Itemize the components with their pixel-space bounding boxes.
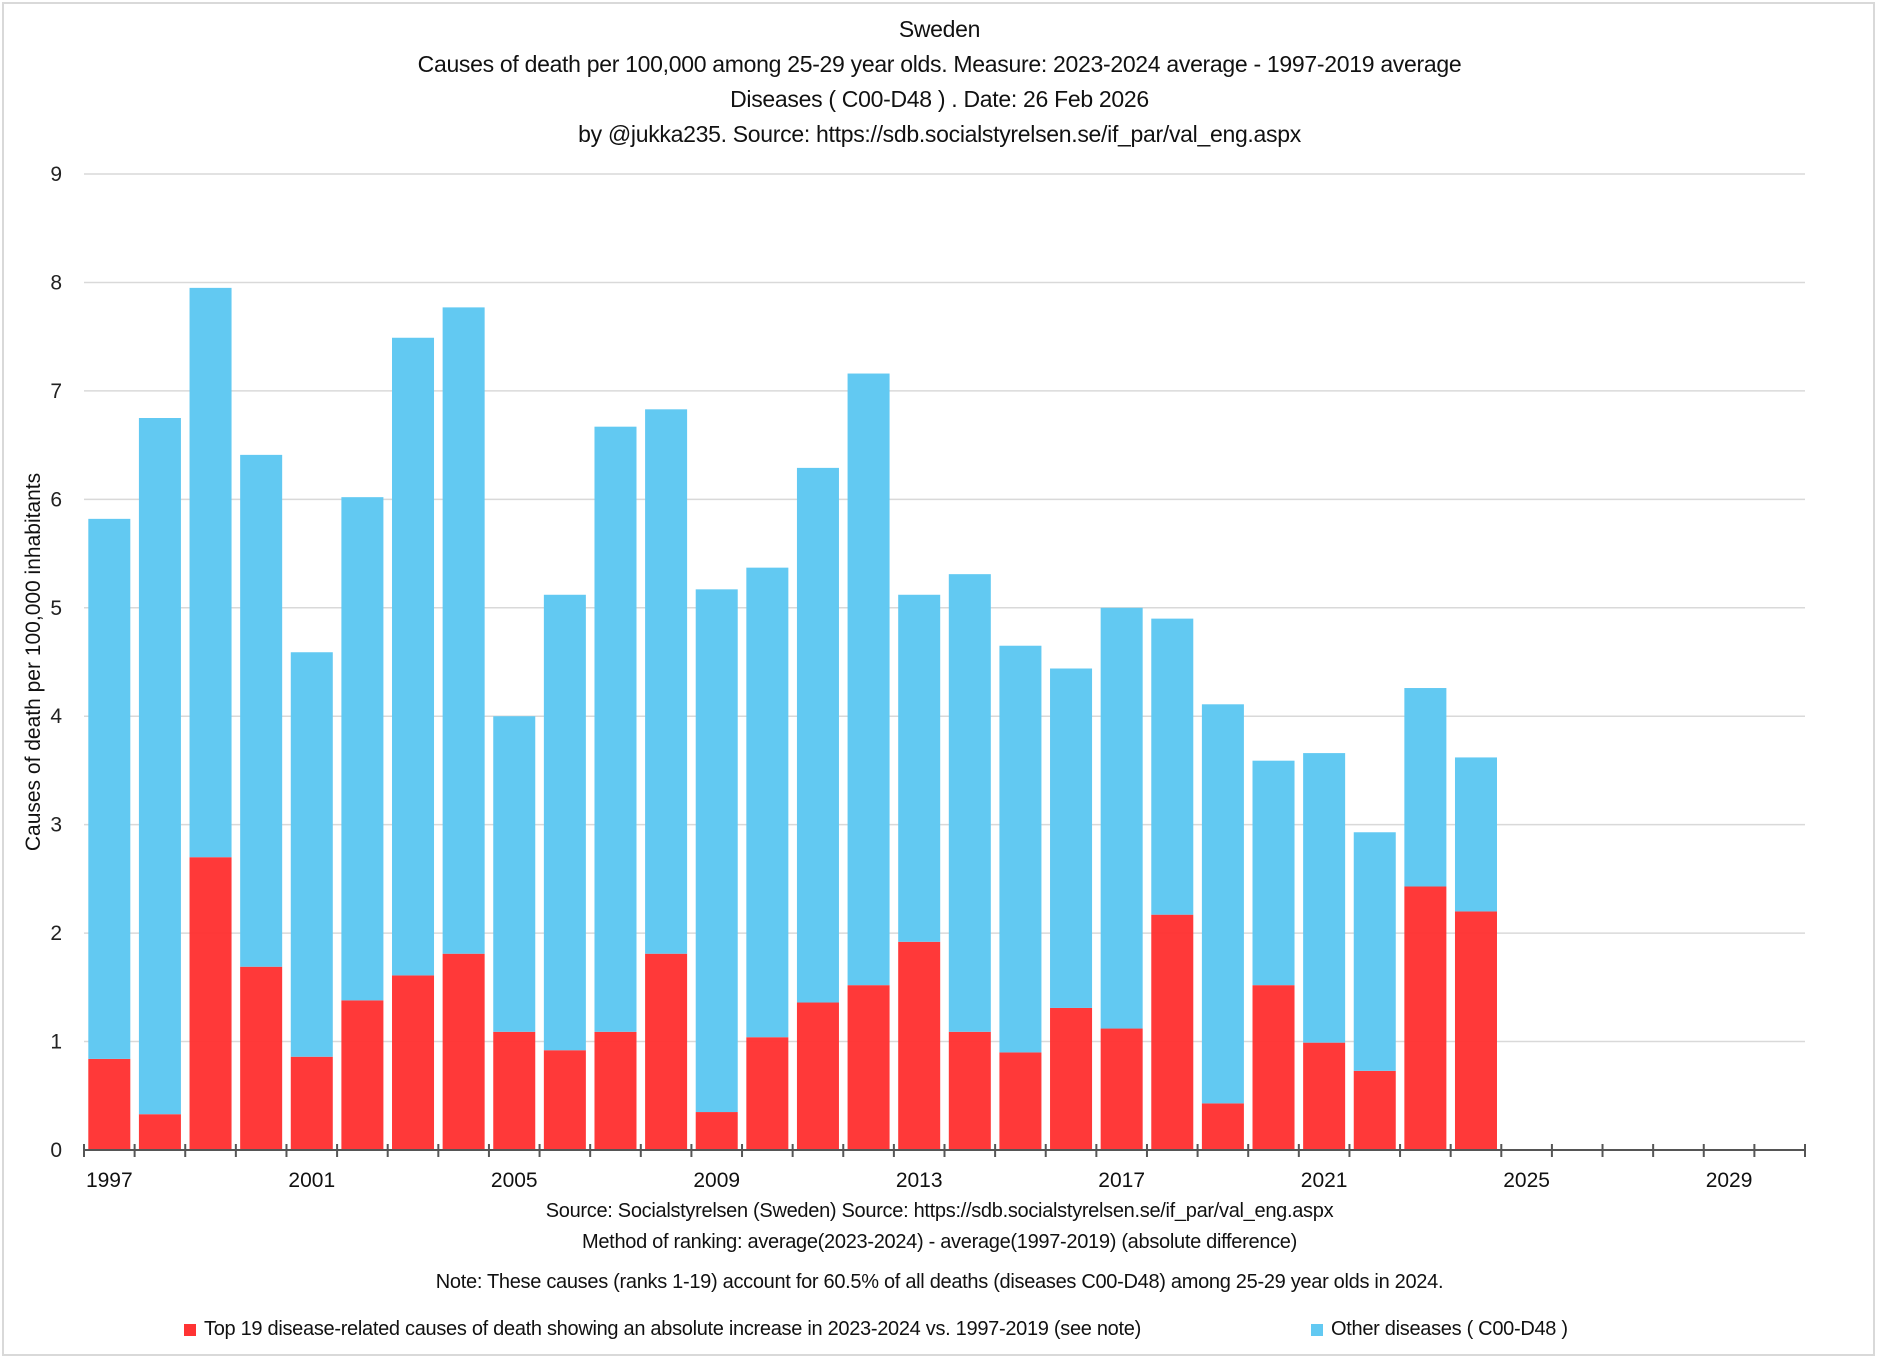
bar-top19-2012 xyxy=(847,985,890,1150)
bar-top19-1999 xyxy=(189,857,232,1150)
legend-item-other: Other diseases ( C00-D48 ) xyxy=(1311,1318,1568,1341)
legend-label-top19: Top 19 disease-related causes of death s… xyxy=(204,1318,1141,1340)
chart-title: Sweden xyxy=(898,16,981,42)
y-tick-label: 7 xyxy=(50,380,62,403)
bar-other-2017 xyxy=(1100,607,1143,1029)
x-tick-label: 2005 xyxy=(491,1169,538,1192)
bar-top19-2014 xyxy=(948,1031,991,1150)
bar-other-2000 xyxy=(240,454,283,967)
bar-top19-2001 xyxy=(290,1056,333,1150)
bar-other-2003 xyxy=(392,337,435,976)
bar-top19-2017 xyxy=(1100,1028,1143,1150)
legend-item-top19: Top 19 disease-related causes of death s… xyxy=(184,1318,1141,1341)
bar-top19-2003 xyxy=(392,975,435,1150)
bar-top19-1998 xyxy=(138,1114,181,1150)
bar-other-2015 xyxy=(999,645,1042,1053)
bar-other-2001 xyxy=(290,652,333,1057)
bar-other-2009 xyxy=(695,589,738,1113)
bar-other-2016 xyxy=(1050,668,1093,1008)
footer-method: Method of ranking: average(2023-2024) - … xyxy=(582,1231,1297,1253)
x-tick-label: 2021 xyxy=(1301,1169,1348,1192)
bar-other-2002 xyxy=(341,497,384,1001)
bar-top19-2021 xyxy=(1303,1042,1346,1150)
x-axis-ticks: 1997 2001 2005 2009 2013 2017 2021 2025 2029 xyxy=(86,1169,1752,1192)
bar-other-2010 xyxy=(746,567,789,1038)
x-tick-label: 2029 xyxy=(1706,1169,1753,1192)
y-tick-label: 3 xyxy=(50,814,62,837)
y-tick-label: 6 xyxy=(50,488,62,511)
chart-subtitle-3: by @jukka235. Source: https://sdb.social… xyxy=(578,121,1301,147)
bar-other-2011 xyxy=(796,467,839,1003)
legend-swatch-red xyxy=(184,1323,196,1336)
x-axis xyxy=(83,1144,1806,1157)
bars xyxy=(88,287,1497,1150)
footer-source: Source: Socialstyrelsen (Sweden) Source:… xyxy=(545,1200,1334,1222)
bar-other-2022 xyxy=(1353,832,1396,1071)
y-tick-label: 1 xyxy=(50,1031,62,1054)
bar-other-1999 xyxy=(189,287,232,858)
bar-top19-2002 xyxy=(341,1000,384,1150)
bar-top19-2013 xyxy=(898,941,941,1150)
y-tick-label: 9 xyxy=(50,163,62,186)
chart-title-block: Sweden Causes of death per 100,000 among… xyxy=(0,12,1879,152)
legend-label-other: Other diseases ( C00-D48 ) xyxy=(1331,1318,1568,1340)
bar-top19-2023 xyxy=(1404,886,1447,1150)
bar-top19-1997 xyxy=(88,1058,131,1150)
bar-other-2007 xyxy=(594,426,637,1032)
x-tick-label: 2017 xyxy=(1098,1169,1145,1192)
bar-other-2024 xyxy=(1454,757,1497,912)
y-tick-label: 4 xyxy=(50,705,62,728)
bar-other-2005 xyxy=(493,716,536,1032)
bar-top19-2019 xyxy=(1201,1103,1244,1150)
bar-top19-2005 xyxy=(493,1031,536,1150)
bar-other-2023 xyxy=(1404,688,1447,887)
bar-other-2019 xyxy=(1201,704,1244,1104)
bar-other-2014 xyxy=(948,574,991,1032)
bar-other-2006 xyxy=(543,594,586,1051)
y-axis-label: Causes of death per 100,000 inhabitants xyxy=(22,473,45,851)
bar-top19-2016 xyxy=(1050,1007,1093,1150)
bar-other-2004 xyxy=(442,307,485,954)
y-tick-label: 0 xyxy=(50,1139,62,1162)
bar-top19-2010 xyxy=(746,1037,789,1150)
bar-other-1998 xyxy=(138,418,181,1115)
bar-top19-2008 xyxy=(645,953,688,1150)
legend-swatch-blue xyxy=(1311,1323,1323,1336)
y-tick-label: 8 xyxy=(50,271,62,294)
chart-subtitle-1: Causes of death per 100,000 among 25-29 … xyxy=(417,51,1462,77)
bar-top19-2000 xyxy=(240,966,283,1150)
x-tick-label: 2009 xyxy=(693,1169,740,1192)
x-tick-label: 2001 xyxy=(288,1169,335,1192)
bar-other-2020 xyxy=(1252,760,1295,986)
bar-top19-2020 xyxy=(1252,985,1295,1150)
footer-note: Note: These causes (ranks 1-19) account … xyxy=(435,1271,1444,1293)
bar-top19-2009 xyxy=(695,1112,738,1150)
bar-other-2021 xyxy=(1303,753,1346,1043)
x-tick-label: 2013 xyxy=(896,1169,943,1192)
bar-other-1997 xyxy=(88,518,131,1059)
bar-top19-2007 xyxy=(594,1031,637,1150)
bar-other-2012 xyxy=(847,373,890,986)
y-tick-label: 2 xyxy=(50,922,62,945)
bar-top19-2015 xyxy=(999,1052,1042,1150)
y-tick-label: 5 xyxy=(50,597,62,620)
y-axis-ticks: 0 1 2 3 4 5 6 7 8 9 xyxy=(50,163,62,1162)
bar-top19-2018 xyxy=(1151,914,1194,1150)
bar-top19-2024 xyxy=(1454,911,1497,1150)
bar-other-2018 xyxy=(1151,618,1194,915)
bar-other-2013 xyxy=(898,594,941,942)
bar-other-2008 xyxy=(645,409,688,954)
bar-top19-2006 xyxy=(543,1050,586,1150)
x-tick-label: 2025 xyxy=(1503,1169,1550,1192)
bar-top19-2004 xyxy=(442,953,485,1150)
x-tick-label: 1997 xyxy=(86,1169,133,1192)
chart-subtitle-2: Diseases ( C00-D48 ) . Date: 26 Feb 2026 xyxy=(730,86,1149,112)
bar-top19-2011 xyxy=(796,1002,839,1150)
bar-top19-2022 xyxy=(1353,1070,1396,1150)
